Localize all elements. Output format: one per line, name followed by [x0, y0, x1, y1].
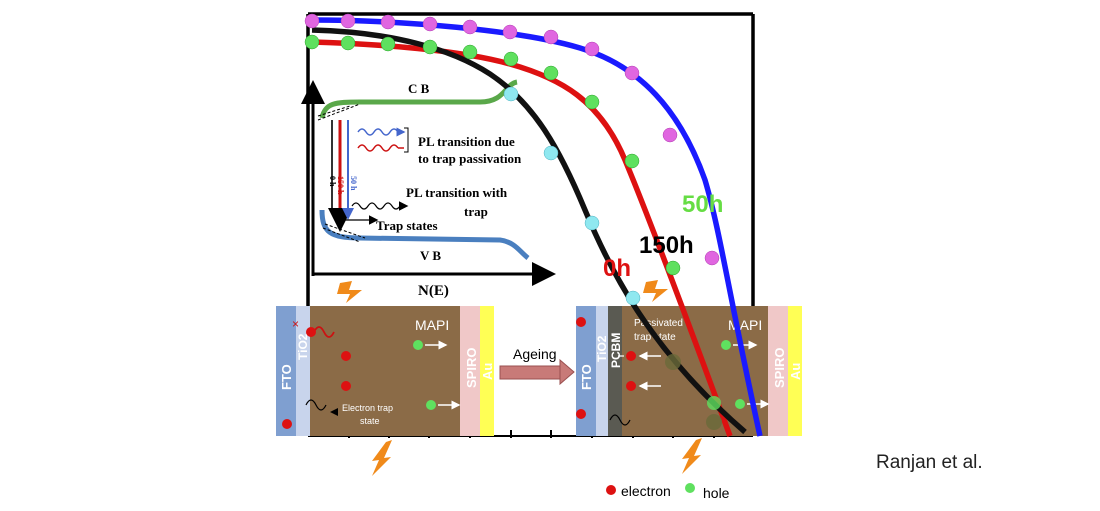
tio2-layer — [596, 306, 608, 436]
tio2-label: TiO2 — [296, 333, 310, 360]
legend-electron: electron — [621, 483, 671, 499]
curve-50h — [311, 17, 763, 437]
tio2-label: TiO2 — [595, 335, 609, 362]
fto-label: FTO — [279, 364, 294, 390]
markers-over-device — [665, 354, 722, 430]
curve-label-150h: 150h — [639, 232, 694, 259]
pcbm-label: PCBM — [609, 333, 623, 368]
au-layer — [480, 306, 494, 436]
curve-markers — [304, 13, 722, 430]
lightning-icon — [682, 438, 702, 474]
spiro-layer — [460, 306, 480, 436]
device-fresh: FTO TiO2 MAPI SPIRO Au × Electron trap s… — [276, 306, 495, 436]
curve-label-50h: 50h — [682, 191, 723, 218]
svg-text:×: × — [292, 317, 299, 331]
au-layer — [788, 306, 802, 436]
time-150h-label: 150 h — [336, 176, 345, 195]
pl-with-trap-line1: PL transition with — [406, 185, 508, 200]
electron-icon — [606, 485, 616, 495]
markers-50h — [304, 13, 720, 266]
au-label: Au — [788, 363, 803, 380]
lightning-icon — [372, 440, 392, 476]
legend-hole: hole — [703, 485, 730, 501]
spiro-label: SPIRO — [772, 348, 787, 388]
curve-label-0h: 0h — [603, 255, 631, 282]
pl-trap-passivation-line2: to trap passivation — [418, 151, 522, 166]
cb-label: C B — [408, 81, 430, 96]
vb-label: V B — [420, 248, 441, 263]
au-label: Au — [480, 363, 495, 380]
trap-states-label: Trap states — [376, 218, 438, 233]
pcbm-layer — [608, 306, 622, 436]
time-50h-label: 50 h — [349, 176, 358, 191]
band-diagram-inset: N(E) C B V B 0 h 150 h 50 h PL transitio… — [301, 79, 556, 299]
time-0h-label: 0 h — [328, 176, 337, 187]
ageing-label: Ageing — [513, 346, 557, 362]
spiro-layer — [768, 306, 788, 436]
fto-layer — [576, 306, 596, 436]
curve-0h — [311, 27, 747, 435]
fto-label: FTO — [579, 364, 594, 390]
credit-text: Ranjan et al. — [876, 452, 983, 473]
ageing-arrow: Ageing — [499, 346, 575, 386]
legend: electron hole — [606, 483, 730, 501]
markers-150h — [304, 34, 681, 276]
valence-band — [319, 209, 530, 260]
markers-0h — [503, 86, 641, 306]
electron-trap-line1: Electron trap — [342, 403, 393, 413]
mapi-label: MAPI — [415, 317, 449, 333]
lightning-icon — [643, 280, 668, 302]
hole-icon — [685, 483, 695, 493]
density-axis-label: N(E) — [418, 283, 449, 299]
fto-layer — [276, 306, 296, 436]
passivated-line1: Passivated — [634, 318, 683, 329]
pl-with-trap-line2: trap — [464, 204, 488, 219]
electron-trap-line2: state — [360, 416, 380, 426]
spiro-label: SPIRO — [464, 348, 479, 388]
lightning-icon — [337, 281, 362, 303]
pl-trap-passivation-line1: PL transition due — [418, 134, 515, 149]
